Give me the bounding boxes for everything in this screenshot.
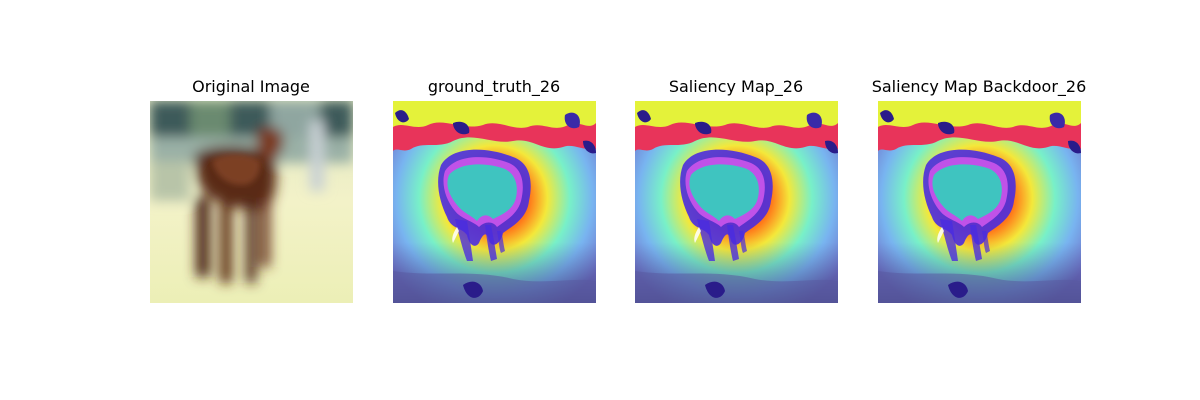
panel-title: Saliency Map_26 — [668, 77, 804, 96]
panel-title: Original Image — [192, 77, 310, 96]
panel-title: Saliency Map Backdoor_26 — [871, 77, 1087, 96]
panel-saliency-backdoor: Saliency Map Backdoor_26 — [859, 75, 1099, 303]
panel-ground-truth: ground_truth_26 — [374, 75, 614, 303]
saliency-overlay-image — [393, 101, 596, 303]
panel-title: ground_truth_26 — [427, 77, 561, 96]
panel-original: Original Image — [131, 75, 371, 303]
original-image — [150, 101, 353, 303]
saliency-overlay-image — [635, 101, 838, 303]
panel-saliency: Saliency Map_26 — [616, 75, 856, 303]
saliency-overlay-image — [878, 101, 1081, 303]
